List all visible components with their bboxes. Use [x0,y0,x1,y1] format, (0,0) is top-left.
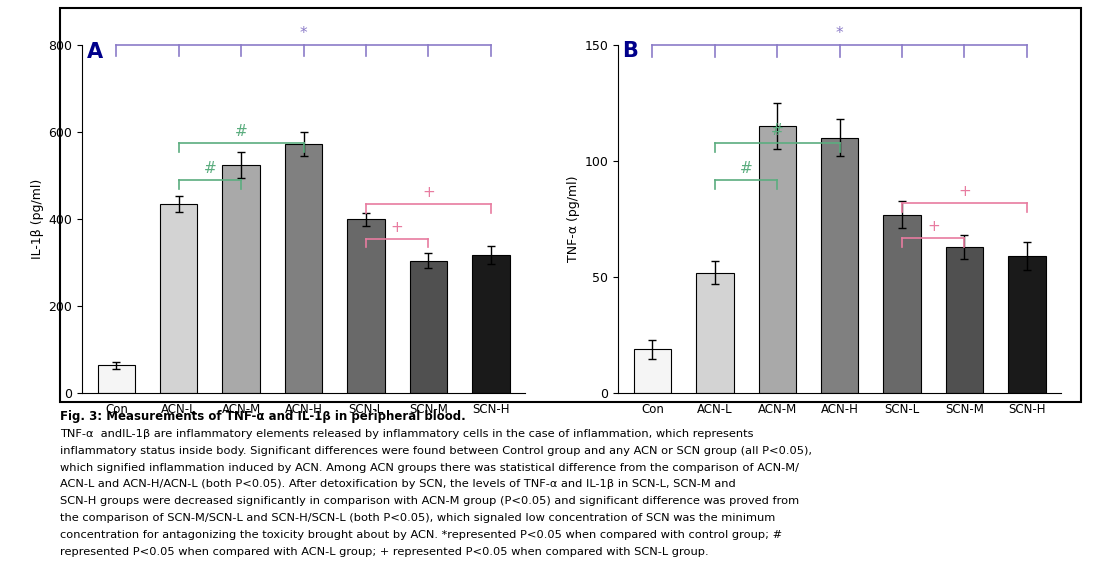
Text: A: A [86,42,103,62]
Text: #: # [235,124,247,139]
Y-axis label: TNF-α (pg/ml): TNF-α (pg/ml) [568,176,580,262]
Text: +: + [422,185,434,200]
Bar [284,144,323,393]
Text: +: + [927,219,940,234]
Text: concentration for antagonizing the toxicity brought about by ACN. *represented P: concentration for antagonizing the toxic… [60,530,782,540]
Text: *: * [300,26,307,41]
Text: TNF-α  andIL-1β are inflammatory elements released by inflammatory cells in the : TNF-α andIL-1β are inflammatory elements… [60,429,754,439]
Text: *: * [836,26,843,41]
Bar [883,215,921,393]
Text: the comparison of SCN-M/SCN-L and SCN-H/SCN-L (both P<0.05), which signaled low : the comparison of SCN-M/SCN-L and SCN-H/… [60,513,776,523]
Bar [633,349,671,393]
Bar [758,126,796,393]
Bar [1009,256,1046,393]
Text: Fig. 3: Measurements of TNF-α and IL-1β in peripheral blood.: Fig. 3: Measurements of TNF-α and IL-1β … [60,410,466,423]
Bar [473,255,510,393]
Bar [696,273,734,393]
Text: SCN-H groups were decreased significantly in comparison with ACN-M group (P<0.05: SCN-H groups were decreased significantl… [60,496,800,506]
Bar [160,204,198,393]
Text: B: B [622,41,639,61]
Text: inflammatory status inside body. Significant differences were found between Cont: inflammatory status inside body. Signifi… [60,446,812,456]
Text: #: # [740,161,753,175]
Bar [820,138,859,393]
Text: +: + [958,184,970,199]
Text: ACN-L and ACN-H/ACN-L (both P<0.05). After detoxification by SCN, the levels of : ACN-L and ACN-H/ACN-L (both P<0.05). Aft… [60,479,736,490]
Text: +: + [391,220,404,234]
Bar [97,365,135,393]
Text: #: # [203,161,217,176]
Text: which signified inflammation induced by ACN. Among ACN groups there was statisti: which signified inflammation induced by … [60,463,800,473]
Text: #: # [771,123,783,138]
Bar [945,247,984,393]
Bar [347,219,385,393]
Y-axis label: IL-1β (pg/ml): IL-1β (pg/ml) [31,179,44,259]
Text: represented P<0.05 when compared with ACN-L group; + represented P<0.05 when com: represented P<0.05 when compared with AC… [60,547,709,557]
Bar [409,261,447,393]
Bar [222,165,260,393]
